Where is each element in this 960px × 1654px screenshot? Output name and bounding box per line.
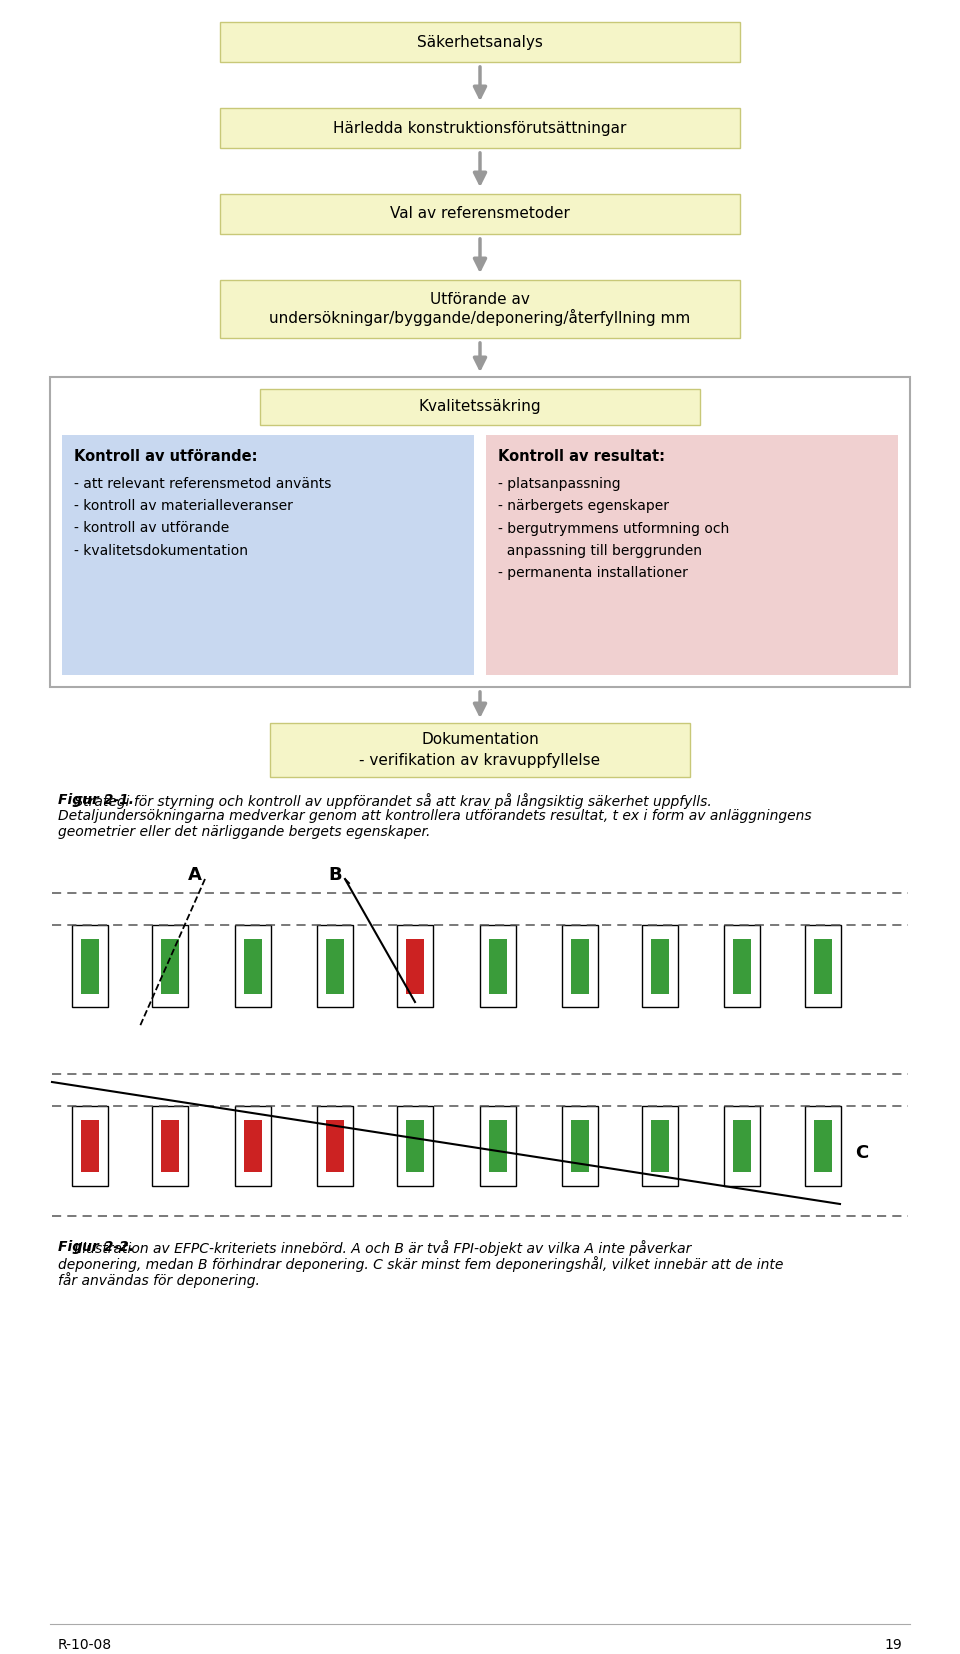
Bar <box>562 1107 598 1186</box>
Text: Figur 2-2.: Figur 2-2. <box>58 1240 134 1254</box>
Text: Detaljundersökningarna medverkar genom att kontrollera utförandets resultat, t e: Detaljundersökningarna medverkar genom a… <box>58 809 811 824</box>
Text: får användas för deponering.: får användas för deponering. <box>58 1272 260 1288</box>
Bar <box>489 939 507 994</box>
Text: deponering, medan B förhindrar deponering. C skär minst fem deponeringshål, vilk: deponering, medan B förhindrar deponerin… <box>58 1255 783 1272</box>
Bar <box>733 1120 751 1173</box>
Bar <box>642 1107 678 1186</box>
Text: C: C <box>855 1145 868 1163</box>
Bar <box>62 435 474 675</box>
Bar <box>50 377 910 686</box>
Text: R-10-08: R-10-08 <box>58 1637 112 1652</box>
Bar <box>571 1120 589 1173</box>
Bar <box>397 925 433 1007</box>
Text: 19: 19 <box>884 1637 902 1652</box>
Bar <box>72 1107 108 1186</box>
Bar <box>152 1107 188 1186</box>
Bar <box>486 435 898 675</box>
Bar <box>406 939 424 994</box>
Bar <box>814 939 832 994</box>
Bar <box>562 925 598 1007</box>
Bar <box>220 194 740 233</box>
Bar <box>220 22 740 61</box>
Bar <box>651 1120 669 1173</box>
Text: Kontroll av resultat:: Kontroll av resultat: <box>498 448 665 465</box>
Text: geometrier eller det närliggande bergets egenskaper.: geometrier eller det närliggande bergets… <box>58 825 430 839</box>
Bar <box>406 1120 424 1173</box>
Bar <box>397 1107 433 1186</box>
Text: - platsanpassning
- närbergets egenskaper
- bergutrymmens utformning och
  anpas: - platsanpassning - närbergets egenskape… <box>498 476 730 581</box>
Text: Dokumentation
- verifikation av kravuppfyllelse: Dokumentation - verifikation av kravuppf… <box>359 733 601 767</box>
Text: Säkerhetsanalys: Säkerhetsanalys <box>417 35 543 50</box>
Bar <box>244 1120 262 1173</box>
Bar <box>235 925 271 1007</box>
Bar <box>571 939 589 994</box>
Bar <box>244 939 262 994</box>
Bar <box>220 108 740 147</box>
Bar <box>317 925 353 1007</box>
Bar <box>651 939 669 994</box>
Bar <box>642 925 678 1007</box>
Bar <box>235 1107 271 1186</box>
Bar <box>220 280 740 337</box>
Bar <box>317 1107 353 1186</box>
Bar <box>814 1120 832 1173</box>
Text: Kontroll av utförande:: Kontroll av utförande: <box>74 448 257 465</box>
Bar <box>805 1107 841 1186</box>
Text: Val av referensmetoder: Val av referensmetoder <box>390 207 570 222</box>
Text: A: A <box>188 867 202 883</box>
Bar <box>161 939 179 994</box>
Text: Kvalitetssäkring: Kvalitetssäkring <box>419 400 541 415</box>
Bar <box>805 925 841 1007</box>
Bar <box>733 939 751 994</box>
Text: Utförande av
undersökningar/byggande/deponering/återfyllning mm: Utförande av undersökningar/byggande/dep… <box>270 291 690 326</box>
Bar <box>724 925 760 1007</box>
Bar <box>152 925 188 1007</box>
Bar <box>260 389 700 425</box>
Bar <box>81 939 99 994</box>
Bar <box>72 925 108 1007</box>
Bar <box>724 1107 760 1186</box>
Bar <box>480 925 516 1007</box>
Text: Härledda konstruktionsförutsättningar: Härledda konstruktionsförutsättningar <box>333 121 627 136</box>
Text: - att relevant referensmetod använts
- kontroll av materialleveranser
- kontroll: - att relevant referensmetod använts - k… <box>74 476 331 557</box>
Bar <box>480 1107 516 1186</box>
Bar <box>270 723 690 777</box>
Text: Strategi för styrning och kontroll av uppförandet så att krav på långsiktig säke: Strategi för styrning och kontroll av up… <box>70 792 711 809</box>
Bar <box>161 1120 179 1173</box>
Bar <box>326 939 344 994</box>
Text: Illustration av EFPC-kriteriets innebörd. A och B är två FPI-objekt av vilka A i: Illustration av EFPC-kriteriets innebörd… <box>70 1240 691 1255</box>
Text: B: B <box>328 867 342 883</box>
Text: Figur 2-1.: Figur 2-1. <box>58 792 134 807</box>
Bar <box>489 1120 507 1173</box>
Bar <box>326 1120 344 1173</box>
Bar <box>81 1120 99 1173</box>
